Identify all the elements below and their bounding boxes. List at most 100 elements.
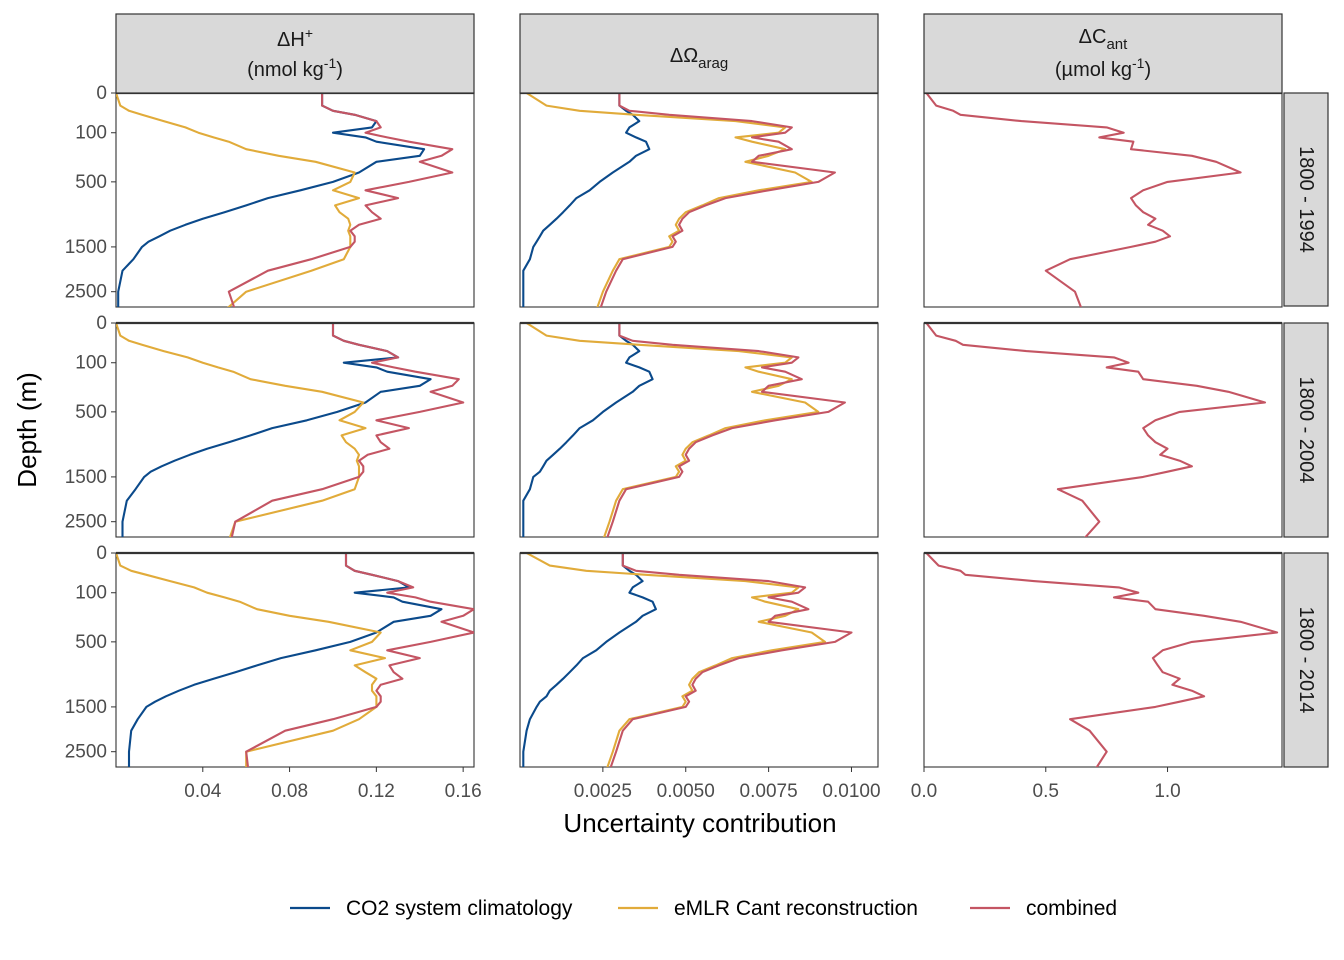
panel-border	[519, 322, 879, 538]
series-line-emlr-cant-reconstruction	[526, 93, 813, 307]
strip-background	[923, 13, 1283, 94]
strip-unit: (nmol kg-1)	[247, 55, 343, 81]
panel-r2-c3	[923, 321, 1283, 538]
column-strip-omega: ΔΩarag	[519, 13, 879, 94]
y-tick-label: 1500	[65, 237, 107, 258]
panel-border	[923, 552, 1283, 768]
x-tick-label: 0.08	[271, 781, 308, 802]
legend-label-combined: combined	[1026, 897, 1117, 920]
panel-border	[923, 92, 1283, 308]
legend: CO2 system climatology eMLR Cant reconst…	[290, 897, 1117, 920]
series-group	[522, 553, 853, 767]
series-line-combined	[227, 93, 454, 307]
y-tick-label: 0	[96, 83, 107, 104]
row-strip-2014: 1800 - 2014	[1283, 552, 1329, 768]
series-group	[116, 93, 454, 307]
series-line-combined	[606, 323, 846, 537]
series-line-emlr-cant-reconstruction	[116, 323, 367, 537]
y-tick-label: 0	[96, 313, 107, 334]
series-group	[116, 553, 474, 767]
panel-border	[519, 92, 879, 308]
panel-border	[115, 322, 475, 538]
y-tick-label: 2500	[65, 742, 107, 763]
panel-r3-c2: 0.0025 0.0050 0.0075 0.0100	[519, 551, 881, 802]
column-strip-cant: ΔCant (µmol kg-1)	[923, 13, 1283, 94]
panel-r1-c1: 0 100 500 1500 2500	[65, 83, 475, 308]
series-group	[522, 93, 836, 307]
row-strip-1994: 1800 - 1994	[1283, 92, 1329, 307]
series-line-combined	[925, 323, 1267, 537]
panel-r3-c1: 0 100 500 1500 2500 0.04 0.08 0.12 0.16	[65, 543, 482, 802]
panel-border	[115, 552, 475, 768]
y-tick-label: 2500	[65, 282, 107, 303]
y-tick-label: 100	[75, 583, 107, 604]
series-line-emlr-cant-reconstruction	[116, 93, 361, 307]
strip-title: ΔΩarag	[670, 45, 728, 72]
series-line-co2-system-climatology	[522, 323, 654, 537]
column-strip-h: ΔH+ (nmol kg-1)	[115, 13, 475, 94]
series-group	[522, 323, 846, 537]
x-tick-label: 0.04	[184, 781, 221, 802]
strip-title: ΔCant	[1079, 26, 1128, 53]
panel-r1-c3	[923, 91, 1283, 308]
series-line-combined	[245, 553, 474, 767]
panel-border	[115, 92, 475, 308]
x-tick-label: 0.0050	[657, 781, 715, 802]
series-group	[925, 553, 1279, 767]
strip-title: ΔH+	[277, 25, 313, 51]
panel-r2-c1: 0 100 500 1500 2500	[65, 313, 475, 538]
series-line-co2-system-climatology	[522, 93, 651, 307]
series-line-combined	[230, 323, 465, 537]
series-line-combined	[925, 93, 1242, 307]
y-tick-label: 0	[96, 543, 107, 564]
x-tick-label: 0.5	[1033, 781, 1059, 802]
x-tick-label: 0.12	[358, 781, 395, 802]
series-line-emlr-cant-reconstruction	[526, 323, 820, 537]
legend-label-emlr: eMLR Cant reconstruction	[674, 897, 918, 920]
y-tick-label: 1500	[65, 467, 107, 488]
row-strip-2004: 1800 - 2004	[1283, 322, 1329, 538]
x-tick-label: 0.0100	[822, 781, 880, 802]
x-tick-label: 0.0025	[574, 781, 632, 802]
panel-r3-c3: 0.0 0.5 1.0	[911, 551, 1283, 802]
y-axis-title: Depth (m)	[12, 372, 42, 488]
x-tick-label: 0.0075	[740, 781, 798, 802]
series-line-combined	[925, 553, 1279, 767]
series-group	[116, 323, 465, 537]
y-tick-label: 500	[75, 632, 107, 653]
y-tick-label: 100	[75, 353, 107, 374]
x-tick-label: 1.0	[1154, 781, 1180, 802]
series-line-co2-system-climatology	[522, 553, 657, 767]
series-line-emlr-cant-reconstruction	[116, 553, 387, 767]
strip-background	[1283, 92, 1329, 307]
x-tick-label: 0.0	[911, 781, 937, 802]
series-group	[925, 93, 1242, 307]
panels-layer: 0 100 500 1500 2500 0 100 500 1500 2500 0 100 500 150…	[65, 83, 1283, 802]
panel-border	[519, 552, 879, 768]
y-tick-label: 100	[75, 123, 107, 144]
panel-r1-c2	[519, 91, 879, 308]
panel-r2-c2	[519, 321, 879, 538]
series-line-combined	[609, 553, 853, 767]
strip-background	[1283, 322, 1329, 538]
row-label: 1800 - 1994	[1295, 146, 1317, 253]
legend-label-climatology: CO2 system climatology	[346, 897, 573, 920]
y-tick-label: 500	[75, 402, 107, 423]
strip-background	[519, 13, 879, 94]
x-axis-title: Uncertainty contribution	[563, 808, 836, 838]
strip-background	[115, 13, 475, 94]
y-tick-label: 1500	[65, 697, 107, 718]
x-tick-label: 0.16	[445, 781, 482, 802]
series-line-emlr-cant-reconstruction	[526, 553, 827, 767]
series-line-combined	[599, 93, 836, 307]
panel-border	[923, 322, 1283, 538]
series-group	[925, 323, 1267, 537]
y-tick-label: 2500	[65, 512, 107, 533]
row-label: 1800 - 2004	[1295, 377, 1317, 484]
y-tick-label: 500	[75, 172, 107, 193]
strip-background	[1283, 552, 1329, 768]
series-line-co2-system-climatology	[117, 93, 426, 307]
row-label: 1800 - 2014	[1295, 607, 1317, 714]
strip-unit: (µmol kg-1)	[1055, 55, 1151, 81]
